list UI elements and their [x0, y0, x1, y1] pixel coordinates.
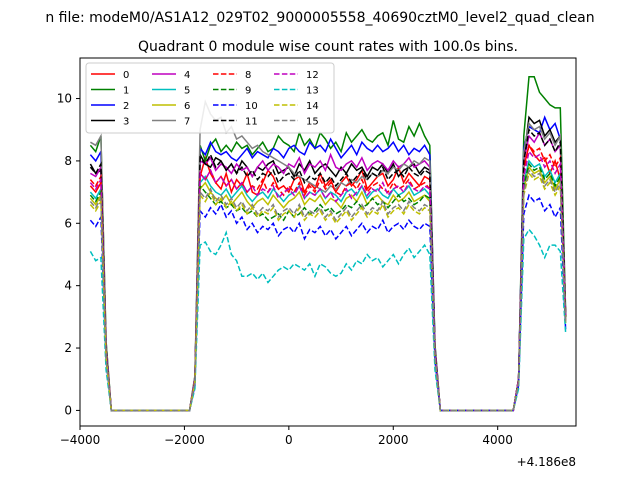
- series-line-13: [89, 228, 567, 412]
- legend-label-0: 0: [123, 70, 129, 81]
- axes-frame: [79, 57, 577, 427]
- series-line-5: [89, 159, 567, 412]
- axis-ticks: −4000 −2000 0 2000 4000 0 2 4 6 8 10: [57, 92, 513, 447]
- y-tick-label: 8: [64, 154, 72, 168]
- legend-box: [85, 62, 335, 134]
- legend-label-7: 7: [184, 117, 190, 128]
- x-offset-label: +4.186e8: [517, 455, 576, 469]
- legend-label-9: 9: [245, 86, 251, 97]
- x-tick-label: −4000: [60, 433, 101, 447]
- series-line-10: [89, 193, 567, 412]
- series-line-7: [90, 99, 567, 412]
- x-tick-label: 4000: [482, 433, 513, 447]
- figure-suptitle: n file: modeM0/AS1A12_029T02_9000005558_…: [45, 10, 594, 26]
- series-line-6: [89, 165, 567, 412]
- series-line-4: [90, 131, 567, 412]
- legend-label-4: 4: [184, 70, 190, 81]
- y-tick-label: 10: [57, 92, 72, 106]
- legend-label-14: 14: [306, 101, 319, 112]
- legend-label-15: 15: [306, 117, 319, 128]
- series-line-12: [89, 149, 567, 412]
- plot-area: [89, 75, 567, 412]
- legend-label-2: 2: [123, 101, 129, 112]
- legend-label-5: 5: [184, 86, 190, 97]
- legend-label-12: 12: [306, 70, 319, 81]
- axes-title: Quadrant 0 module wise count rates with …: [138, 39, 518, 55]
- y-tick-label: 6: [64, 216, 72, 230]
- legend-label-1: 1: [123, 86, 129, 97]
- y-tick-label: 0: [64, 403, 72, 417]
- y-tick-label: 4: [64, 279, 72, 293]
- legend-label-6: 6: [184, 101, 190, 112]
- series-line-8: [89, 143, 567, 412]
- x-tick-label: 2000: [378, 433, 409, 447]
- x-tick-label: 0: [285, 433, 293, 447]
- x-tick-label: −2000: [164, 433, 205, 447]
- legend-label-8: 8: [245, 70, 251, 81]
- legend-label-13: 13: [306, 86, 319, 97]
- legend-label-11: 11: [245, 117, 258, 128]
- legend-label-3: 3: [123, 117, 129, 128]
- y-tick-label: 2: [64, 341, 72, 355]
- series-line-15: [89, 168, 567, 412]
- legend-label-10: 10: [245, 101, 258, 112]
